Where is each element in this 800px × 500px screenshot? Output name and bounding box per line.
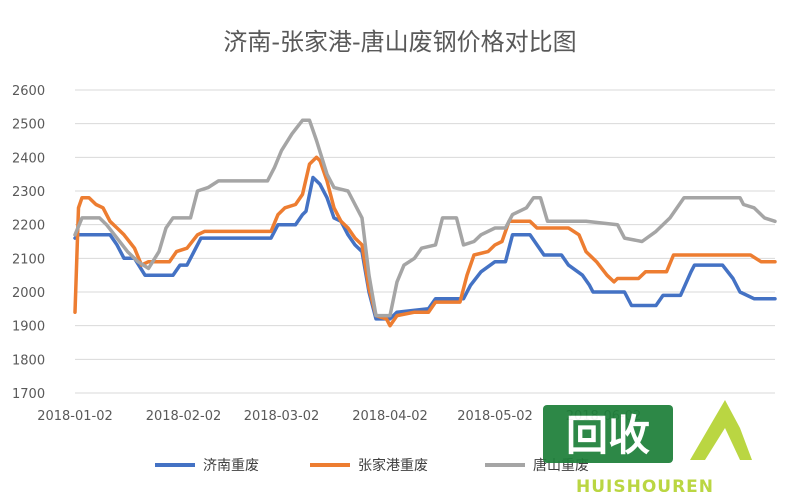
y-tick-label: 2400 [12,151,45,166]
x-tick-label: 2018-02-02 [146,409,222,424]
chart-title: 济南-张家港-唐山废钢价格对比图 [223,28,576,56]
watermark-text: 回收 [566,411,650,460]
legend-label-jinan: 济南重废 [203,458,259,474]
y-tick-label: 1800 [12,353,45,368]
y-tick-label: 1900 [12,320,45,335]
y-tick-label: 1700 [12,387,45,402]
x-tick-label: 2018-01-02 [37,409,113,424]
x-tick-label: 2018-04-02 [352,409,428,424]
y-tick-label: 2500 [12,118,45,133]
legend-label-zhangjiagang: 张家港重废 [358,457,428,474]
series-lines [73,118,777,328]
y-tick-labels: 1700 1800 1900 2000 2100 2200 2300 2400 2500 2600 [12,84,45,402]
y-tick-label: 2200 [12,219,45,234]
grid-lines [75,89,775,394]
y-tick-label: 2300 [12,185,45,200]
y-tick-label: 2600 [12,84,45,99]
watermark-mountain-icon [690,400,752,460]
site-watermark-logo: 回收 HUISHOUREN [543,400,752,497]
x-tick-label: 2018-05-02 [457,409,533,424]
watermark-box [543,405,673,463]
y-tick-label: 2000 [12,286,45,301]
series-line-0 [73,175,777,321]
x-tick-label: 2018-03-02 [244,409,320,424]
watermark-subtext: HUISHOUREN [576,477,714,497]
y-tick-label: 2100 [12,252,45,267]
series-line-2 [73,118,777,318]
